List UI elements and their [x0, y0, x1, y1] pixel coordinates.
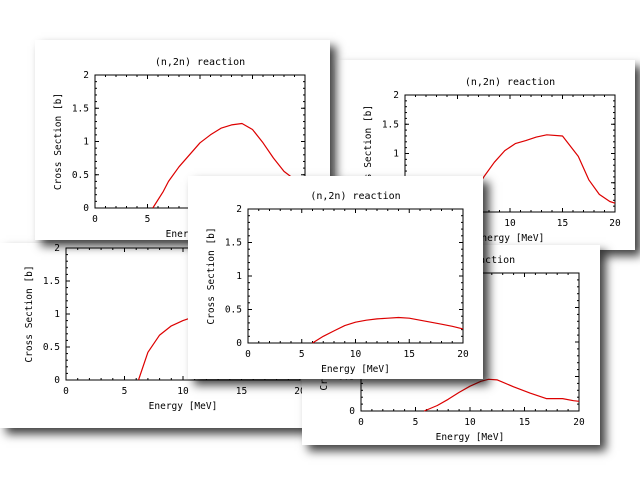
x-tick-label: 20 [573, 417, 585, 428]
x-tick-label: 15 [404, 349, 415, 360]
plot-frame [247, 208, 464, 344]
y-tick-label: 0.5 [225, 305, 242, 316]
y-tick-label: 1.5 [72, 103, 89, 114]
y-tick-label: 0 [236, 338, 242, 349]
x-tick-label: 10 [177, 386, 189, 397]
x-tick-label: 20 [457, 349, 469, 360]
y-tick-label: 1 [236, 271, 242, 282]
cross-section-curve [423, 378, 580, 412]
y-tick-label: 1 [393, 149, 399, 160]
y-tick-label: 2 [393, 90, 399, 101]
x-tick-label: 5 [299, 349, 305, 360]
plot-card-front: (n,2n) reaction 0 5 10 15 20 0 0.5 1 1.5 2 Energy [… [188, 176, 483, 379]
x-tick-label: 0 [63, 386, 69, 397]
y-tick-label: 1 [83, 137, 89, 148]
x-tick-label: 10 [464, 417, 476, 428]
x-tick-label: 0 [92, 214, 98, 225]
y-tick-label: 1 [54, 309, 60, 320]
x-tick-label: 10 [504, 218, 516, 229]
cross-section-curve [462, 134, 616, 213]
cross-section-chart: (n,2n) reaction 0 5 10 15 20 0 0.5 1 1.5 2 Energy [… [206, 191, 469, 375]
y-tick-label: 2 [54, 243, 60, 254]
x-tick-label: 5 [413, 417, 419, 428]
x-tick-label: 0 [245, 349, 251, 360]
x-tick-label: 15 [519, 417, 530, 428]
y-tick-label: 0.5 [72, 170, 89, 181]
y-axis-label: Cross Section [b] [53, 93, 64, 190]
y-tick-label: 2 [83, 70, 89, 81]
y-tick-label: 1.5 [382, 119, 399, 130]
y-tick-label: 1.5 [43, 276, 60, 287]
x-tick-label: 0 [358, 417, 364, 428]
x-tick-label: 20 [294, 386, 305, 397]
y-axis-label: Cross Section [b] [363, 105, 374, 202]
cross-section-curve [152, 122, 306, 209]
x-tick-label: 5 [122, 386, 128, 397]
cross-section-curve [312, 316, 464, 344]
x-axis-label: Energy [MeV] [436, 432, 505, 443]
x-axis-label: Energy [MeV] [321, 364, 390, 375]
y-tick-label: 0 [349, 406, 355, 417]
x-tick-label: 15 [236, 386, 247, 397]
y-tick-label: 0 [54, 375, 60, 386]
chart-title: (n,2n) reaction [465, 77, 555, 88]
y-tick-label: 0 [83, 203, 89, 214]
x-axis-label: Energy [MeV] [149, 401, 218, 412]
y-axis-label: Cross Section [b] [24, 265, 35, 362]
x-tick-label: 5 [145, 214, 151, 225]
chart-title: (n,2n) reaction [155, 57, 245, 68]
x-tick-label: 20 [609, 218, 621, 229]
chart-title: (n,2n) reaction [310, 191, 400, 202]
x-tick-label: 15 [557, 218, 568, 229]
x-axis-label: Energy [MeV] [476, 233, 545, 244]
y-tick-label: 0.5 [43, 342, 60, 353]
y-tick-label: 1.5 [225, 238, 242, 249]
y-axis-label: Cross Section [b] [206, 227, 217, 324]
x-tick-label: 10 [350, 349, 362, 360]
y-tick-label: 2 [236, 204, 242, 215]
